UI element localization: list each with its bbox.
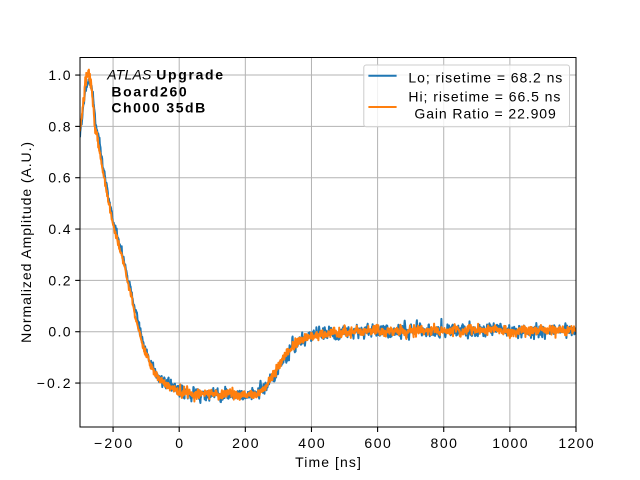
svg-text:Time [ns]: Time [ns] [295,454,361,470]
svg-text:Board260: Board260 [111,84,187,100]
svg-text:400: 400 [298,435,325,451]
svg-text:Hi; risetime = 66.5 ns: Hi; risetime = 66.5 ns [408,88,560,104]
svg-text:1.0: 1.0 [48,67,70,83]
svg-text:Normalized Amplitude (A.U.): Normalized Amplitude (A.U.) [18,142,34,343]
svg-text:0.8: 0.8 [48,118,70,134]
svg-text:0: 0 [175,435,183,451]
svg-text:800: 800 [430,435,457,451]
svg-text:200: 200 [232,435,259,451]
svg-text:Lo; risetime = 68.2 ns: Lo; risetime = 68.2 ns [408,70,562,86]
svg-text:0.4: 0.4 [48,221,70,237]
svg-text:0.0: 0.0 [48,324,70,340]
svg-text:Gain Ratio = 22.909: Gain Ratio = 22.909 [414,105,556,121]
svg-text:−0.2: −0.2 [37,375,71,391]
svg-text:0.6: 0.6 [48,170,70,186]
svg-text:Ch000 35dB: Ch000 35dB [111,100,205,116]
svg-text:600: 600 [364,435,391,451]
svg-text:1000: 1000 [492,435,528,451]
svg-text:0.2: 0.2 [48,272,70,288]
svg-text:1200: 1200 [558,435,594,451]
